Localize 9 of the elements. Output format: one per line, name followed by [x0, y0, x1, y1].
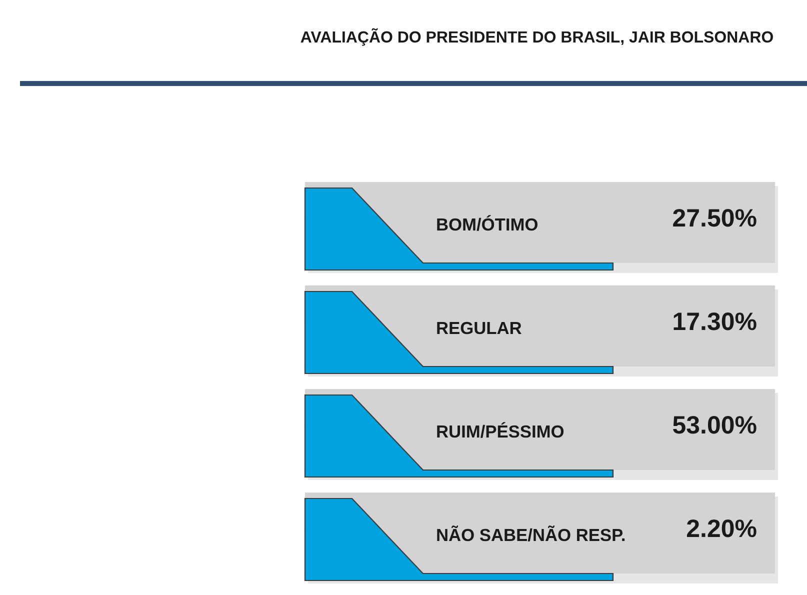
text: AVALIAÇÃO DO PRESIDENTE DO BRASIL, JAIR BOLSONARO	[300, 28, 773, 46]
category-label: REGULAR	[437, 322, 522, 334]
category-label: BOM/ÓTIMO	[437, 215, 538, 231]
data-label: 17.30%	[674, 312, 756, 330]
data-label: 2.20%	[686, 520, 756, 538]
data-label: 27.50%	[673, 209, 756, 227]
category-label: NÃO SABE/NÃO RESP.	[437, 526, 625, 542]
data-label: 53.00%	[672, 416, 756, 434]
category-label: RUIM/PÉSSIMO	[437, 422, 564, 438]
